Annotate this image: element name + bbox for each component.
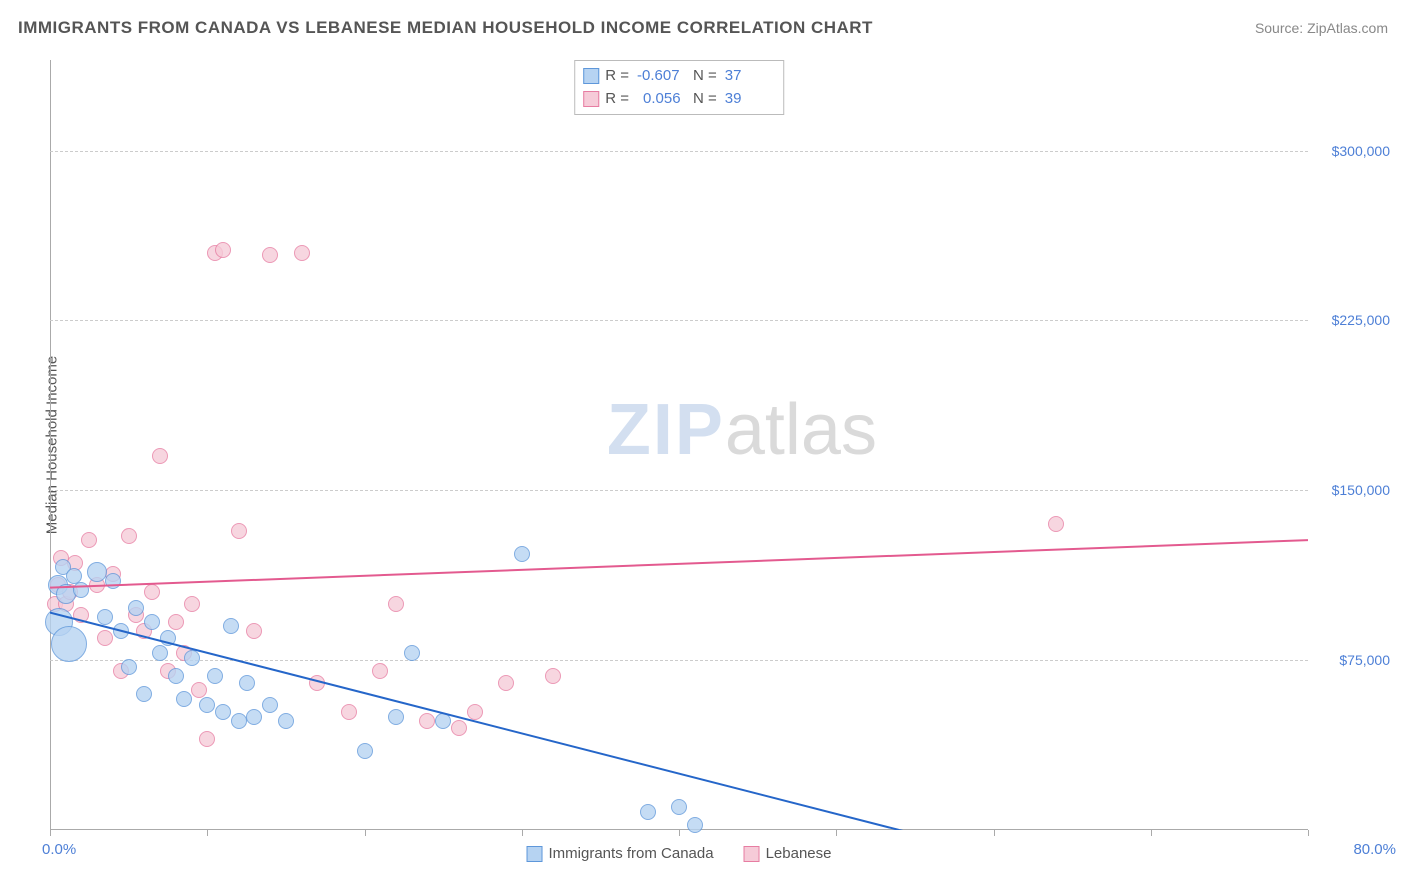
swatch-series-a (583, 68, 599, 84)
y-tick-label: $75,000 (1310, 652, 1390, 668)
y-tick-label: $300,000 (1310, 143, 1390, 159)
chart-source: Source: ZipAtlas.com (1255, 20, 1388, 36)
x-axis-max-label: 80.0% (1353, 841, 1396, 858)
data-point (136, 686, 152, 702)
data-point (207, 668, 223, 684)
data-point (97, 630, 113, 646)
data-point (128, 600, 144, 616)
data-point (239, 675, 255, 691)
data-point (262, 247, 278, 263)
correlation-stats-box: R = -0.607 N = 37 R = 0.056 N = 39 (574, 60, 784, 115)
data-point (294, 245, 310, 261)
data-point (1048, 516, 1064, 532)
x-tick (679, 830, 680, 836)
data-point (144, 584, 160, 600)
gridline (50, 490, 1308, 491)
data-point (231, 713, 247, 729)
data-point (388, 596, 404, 612)
plot-region: ZIPatlas R = -0.607 N = 37 R = 0.056 N =… (50, 60, 1308, 830)
data-point (545, 668, 561, 684)
data-point (514, 546, 530, 562)
x-tick (1308, 830, 1309, 836)
x-tick (522, 830, 523, 836)
data-point (168, 668, 184, 684)
data-point (231, 523, 247, 539)
data-point (215, 242, 231, 258)
trend-line (50, 540, 1308, 588)
data-point (160, 630, 176, 646)
data-point (51, 626, 87, 662)
data-point (246, 709, 262, 725)
data-point (640, 804, 656, 820)
data-point (671, 799, 687, 815)
trend-line (50, 613, 899, 830)
data-point (309, 675, 325, 691)
x-axis-min-label: 0.0% (42, 841, 76, 858)
gridline (50, 660, 1308, 661)
data-point (152, 448, 168, 464)
data-point (341, 704, 357, 720)
stats-row-b: R = 0.056 N = 39 (583, 88, 775, 111)
data-point (121, 659, 137, 675)
swatch-series-b (583, 91, 599, 107)
data-point (215, 704, 231, 720)
data-point (113, 623, 129, 639)
y-tick-label: $150,000 (1310, 482, 1390, 498)
data-point (278, 713, 294, 729)
gridline (50, 320, 1308, 321)
legend-item-a: Immigrants from Canada (527, 845, 714, 862)
data-point (467, 704, 483, 720)
legend-item-b: Lebanese (744, 845, 832, 862)
data-point (152, 645, 168, 661)
data-point (144, 614, 160, 630)
x-tick (836, 830, 837, 836)
legend-label-b: Lebanese (766, 845, 832, 862)
data-point (81, 532, 97, 548)
data-point (498, 675, 514, 691)
chart-title: IMMIGRANTS FROM CANADA VS LEBANESE MEDIA… (18, 18, 873, 38)
data-point (246, 623, 262, 639)
data-point (184, 650, 200, 666)
legend-swatch-b (744, 846, 760, 862)
x-tick (207, 830, 208, 836)
y-axis-line (50, 60, 51, 830)
data-point (199, 697, 215, 713)
x-tick (365, 830, 366, 836)
data-point (121, 528, 137, 544)
data-point (105, 573, 121, 589)
data-point (435, 713, 451, 729)
data-point (97, 609, 113, 625)
chart-area: Median Household Income ZIPatlas R = -0.… (50, 60, 1308, 830)
data-point (176, 691, 192, 707)
data-point (199, 731, 215, 747)
legend-label-a: Immigrants from Canada (549, 845, 714, 862)
data-point (73, 607, 89, 623)
data-point (419, 713, 435, 729)
x-tick (1151, 830, 1152, 836)
data-point (451, 720, 467, 736)
x-tick (994, 830, 995, 836)
data-point (73, 582, 89, 598)
y-tick-label: $225,000 (1310, 312, 1390, 328)
data-point (191, 682, 207, 698)
data-point (262, 697, 278, 713)
chart-header: IMMIGRANTS FROM CANADA VS LEBANESE MEDIA… (18, 18, 1388, 38)
legend: Immigrants from Canada Lebanese (527, 845, 832, 862)
watermark: ZIPatlas (607, 389, 877, 471)
data-point (404, 645, 420, 661)
data-point (357, 743, 373, 759)
data-point (388, 709, 404, 725)
gridline (50, 151, 1308, 152)
data-point (372, 663, 388, 679)
x-tick (50, 830, 51, 836)
data-point (223, 618, 239, 634)
stats-row-a: R = -0.607 N = 37 (583, 65, 775, 88)
data-point (168, 614, 184, 630)
data-point (687, 817, 703, 833)
legend-swatch-a (527, 846, 543, 862)
data-point (184, 596, 200, 612)
